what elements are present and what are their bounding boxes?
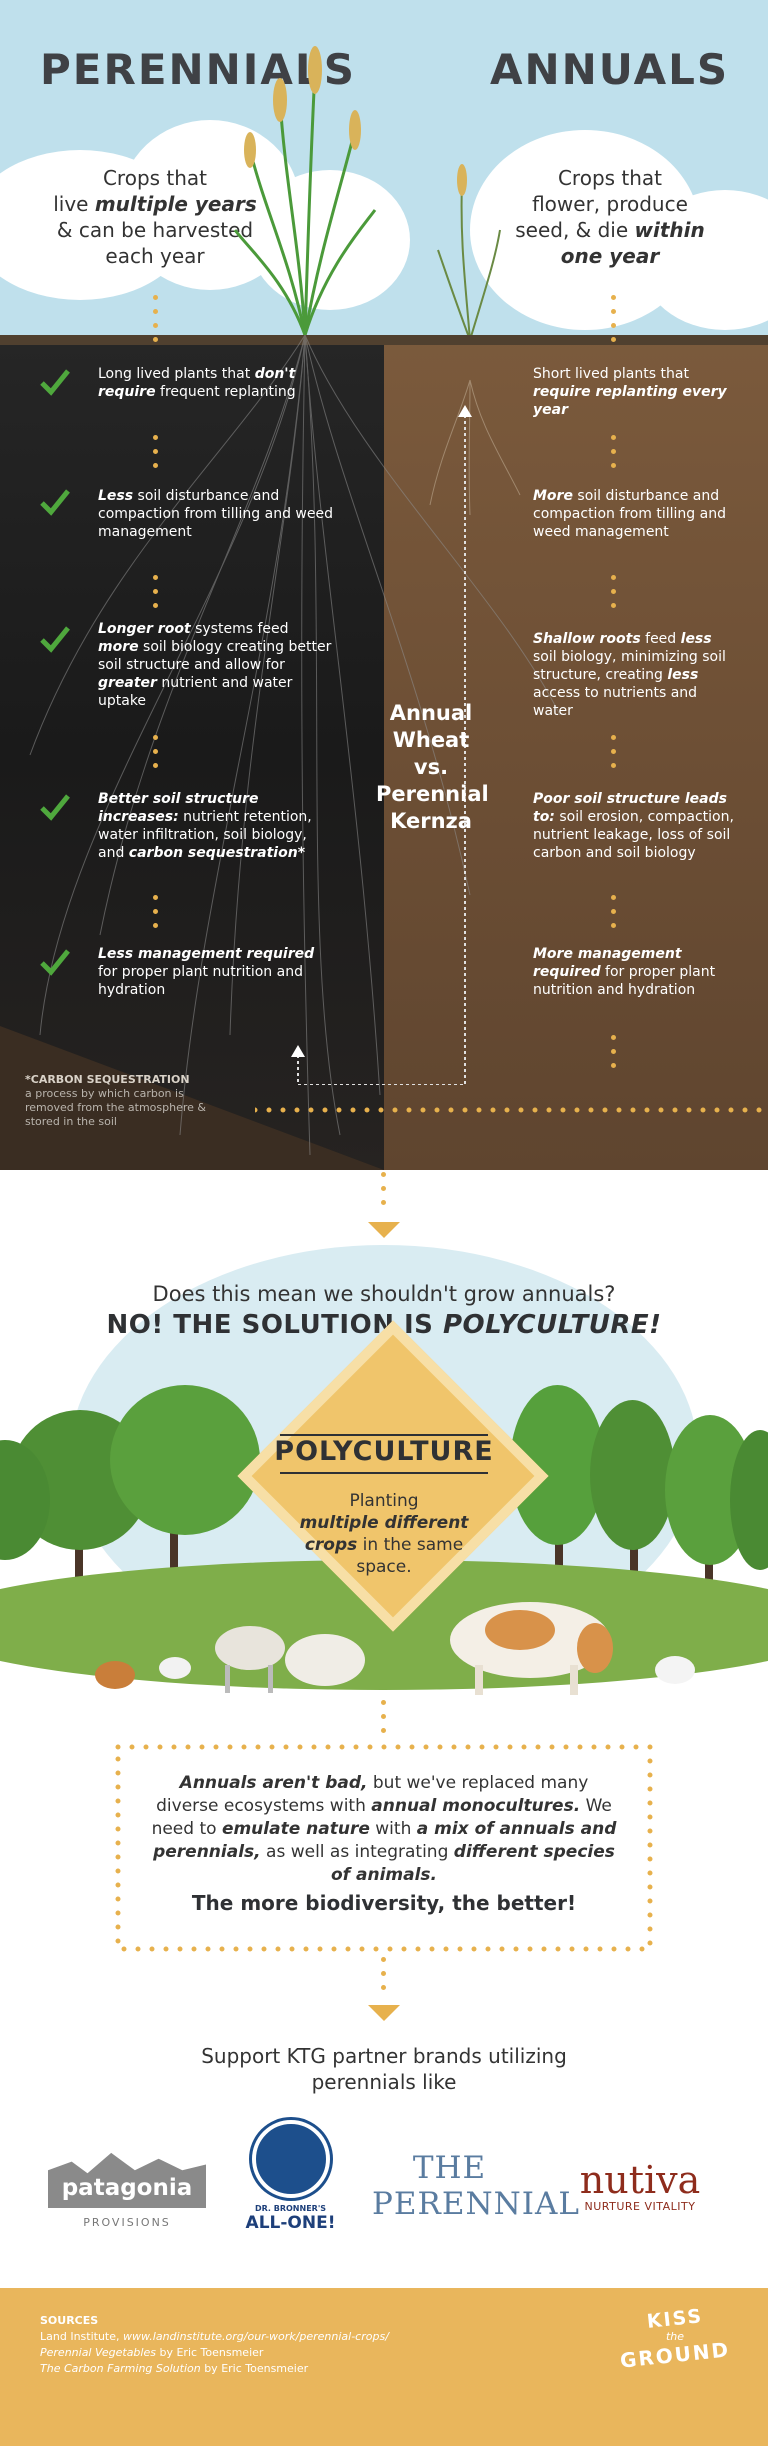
annual-point-1: Short lived plants that require replanti… [533,366,727,418]
source-link[interactable]: www.landinstitute.org/our-work/perennial… [123,2330,389,2343]
dotted-connector [381,1700,387,1742]
down-arrow-icon [368,1222,400,1238]
question-text: Does this mean we shouldn't grow annuals… [152,1282,616,1306]
patagonia-logo[interactable]: patagonia PROVISIONS [48,2150,206,2229]
perennial-point-3: Longer root systems feed more soil biolo… [98,621,332,709]
biodiversity-headline: The more biodiversity, the better! [191,1891,577,1915]
tree-trunk [75,1500,83,1610]
perennial-point-2: Less soil disturbance and compaction fro… [98,488,333,540]
check-icon [40,626,70,653]
dotted-connector [611,1035,617,1077]
dotted-connector [153,435,159,477]
footer [0,2288,768,2446]
carbon-footnote: *CARBON SEQUESTRATION a process by which… [25,1073,206,1128]
tree-trunk [170,1480,178,1600]
down-arrow-icon [368,2005,400,2021]
tree-trunk [555,1500,563,1610]
dotted-connector [611,735,617,777]
perennials-title: PERENNIALS [40,45,356,94]
soil-surface [0,335,768,345]
check-icon [40,369,70,396]
globe-icon [251,2120,330,2198]
soil-section [0,335,768,1170]
dotted-connector [611,895,617,937]
annual-point-2: More soil disturbance and compaction fro… [533,488,726,540]
dotted-connector [611,435,617,477]
polyculture-definition: Planting multiple different crops in the … [299,1491,469,1577]
sources: SOURCES Land Institute, www.landinstitut… [40,2314,389,2375]
annual-point-3: Shallow roots feed less soil biology, mi… [533,631,726,719]
perennials-definition: Crops that live multiple years & can be … [53,166,257,268]
tree-trunk [630,1510,638,1610]
check-icon [40,949,70,976]
perennial-point-5: Less management required for proper plan… [98,946,315,998]
dotted-connector [611,295,617,351]
check-icon [40,794,70,821]
support-brands-text: Support KTG partner brands utilizing per… [201,2044,567,2094]
cloud [640,190,768,330]
tree-trunk [705,1520,713,1610]
annual-point-4: Poor soil structure leads to: soil erosi… [533,791,734,861]
dotted-connector [153,735,159,777]
perennial-roots [29,335,561,1156]
dotted-connector [153,295,159,351]
dotted-connector [611,575,617,617]
dotted-horizontal [255,1107,765,1113]
cloud [250,170,410,310]
farm-animals [95,1602,695,1695]
annuals-title: ANNUALS [490,45,730,94]
nutiva-logo[interactable]: nutiva NURTURE VITALITY [579,2158,701,2213]
annual-soil [384,335,768,1170]
annuals-definition: Crops that flower, produce seed, & die w… [515,166,705,268]
title-rule [280,1472,488,1474]
mountain-icon: patagonia [48,2152,206,2208]
annual-point-5: More management required for proper plan… [533,946,716,998]
perennial-point-4: Better soil structure increases: nutrien… [98,791,312,861]
kiss-the-ground-logo[interactable]: KISS the GROUND [618,2305,732,2373]
check-icon [40,489,70,516]
comparison-arrow [291,405,472,1085]
tree-icon [110,1385,260,1535]
dotted-connector [153,895,159,937]
the-perennial-logo[interactable]: THE PERENNIAL [372,2150,580,2222]
dr-bronners-logo[interactable]: DR. BRONNER'S ALL-ONE! [238,2120,343,2233]
title-rule [280,1434,488,1436]
sky-background [0,0,768,340]
dotted-connector [153,575,159,617]
tree-icon [590,1400,675,1550]
perennial-point-1: Long lived plants that don't require fre… [98,366,296,400]
biodiversity-message: Annuals aren't bad, but we've replaced m… [151,1773,617,1885]
dotted-connector [381,1957,387,1999]
middle-comparison-label: Annual Wheat vs. Perennial Kernza [376,701,489,833]
message-box [115,1744,653,1952]
polyculture-title: POLYCULTURE [274,1436,494,1467]
dotted-connector [381,1172,387,1214]
perennial-wheat-plant [233,46,377,336]
